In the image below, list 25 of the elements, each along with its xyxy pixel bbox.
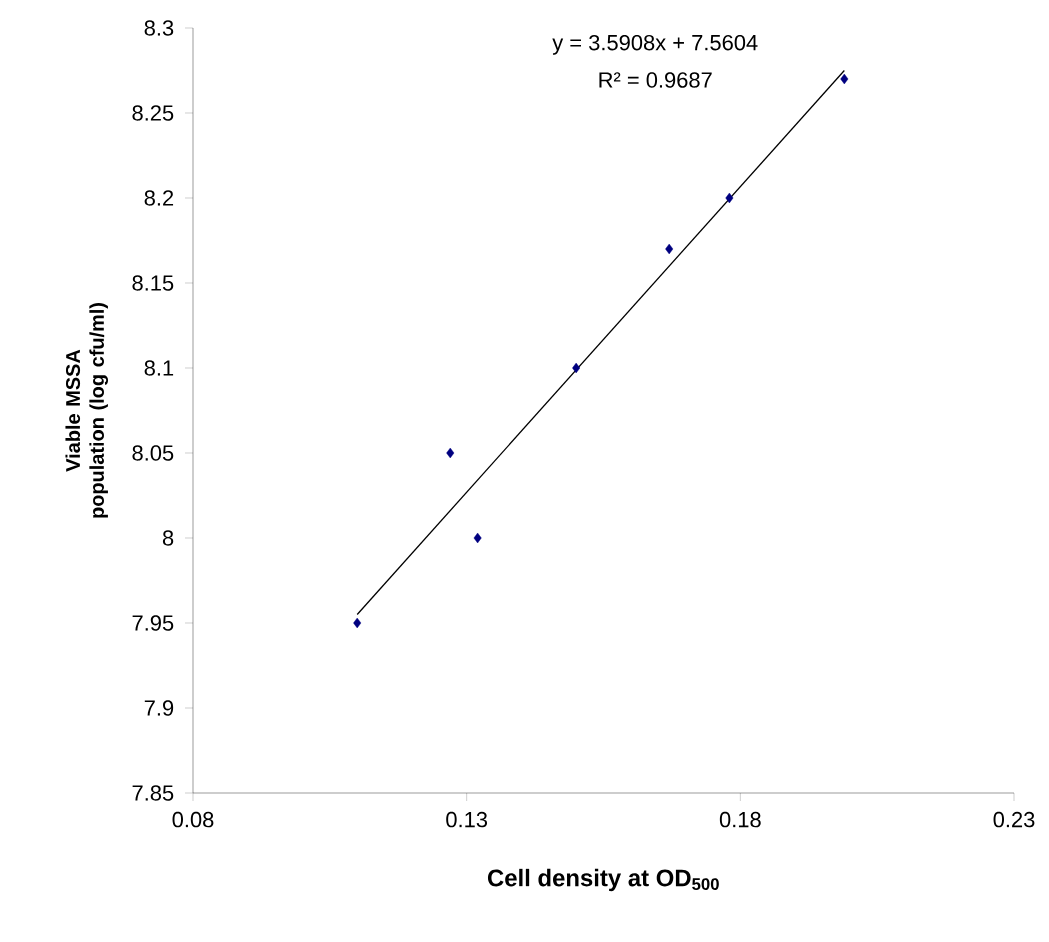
point [353, 617, 362, 629]
y-tick-label: 8.15 [132, 275, 174, 291]
x-tick-label: 0.08 [172, 811, 214, 828]
y-tick-label: 8.2 [144, 190, 174, 206]
point [572, 362, 581, 374]
x-tick-label: 0.13 [446, 811, 488, 828]
y-tick-label: 8.1 [144, 360, 174, 376]
point [665, 243, 674, 255]
annotation: R² = 0.9687 [599, 72, 712, 88]
y-tick-label: 7.85 [132, 785, 174, 801]
y-axis-title: Viable MSSA population (log cfu/ml) [65, 303, 109, 518]
y-tick-label: 8.05 [132, 445, 174, 461]
y-tick-label: 7.95 [132, 615, 174, 631]
y-tick-label: 8.3 [144, 20, 174, 36]
point [840, 73, 849, 85]
x-axis-title: Cell density at OD$_{500}$ [487, 868, 719, 892]
point [473, 532, 482, 544]
point [725, 192, 734, 204]
y-tick-label: 8 [162, 530, 174, 546]
x-tick-label: 0.18 [719, 811, 761, 828]
x-tick-label: 0.23 [993, 811, 1035, 828]
point [446, 447, 455, 459]
annotation: y = 3.5908x + 7.5604 [552, 34, 758, 55]
y-tick-label: 7.9 [144, 700, 174, 716]
y-tick-label: 8.25 [132, 105, 174, 121]
